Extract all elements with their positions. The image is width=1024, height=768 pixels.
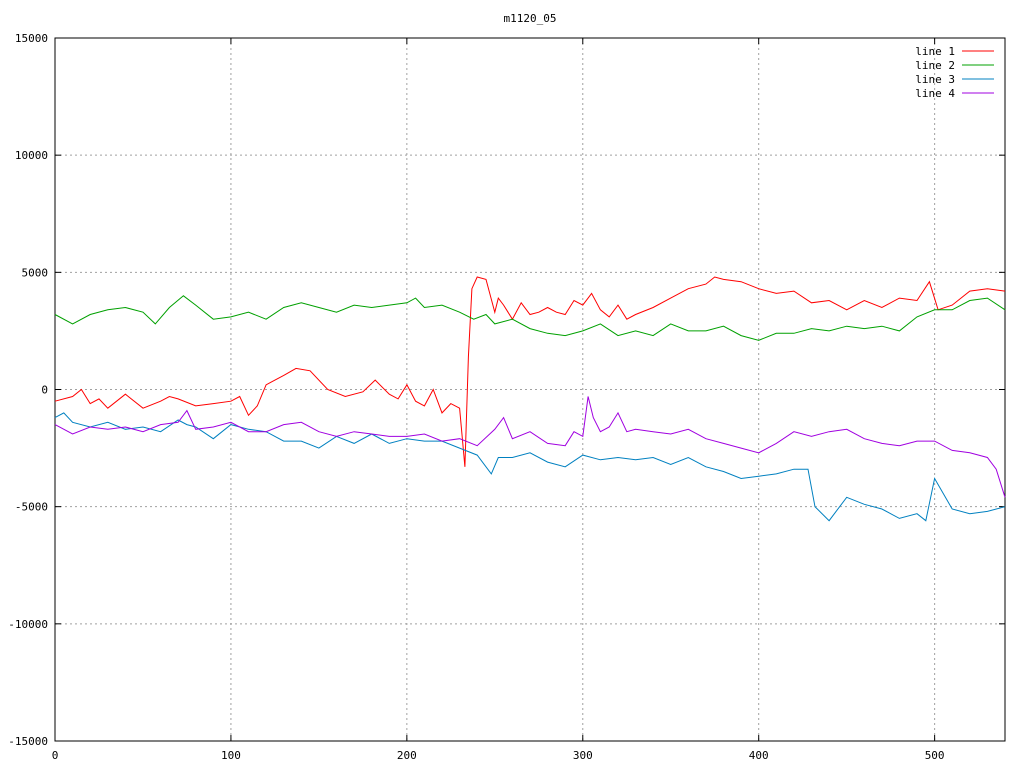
- chart-title: m1120_05: [504, 12, 557, 25]
- y-tick-label: -15000: [8, 735, 48, 748]
- series-line-1: [54, 276, 1006, 467]
- y-tick-label: 0: [41, 384, 48, 397]
- legend-label: line 4: [915, 87, 955, 100]
- axes: 0 100 200 300 400 500 -15000 -10000 -5000 0 5000 10…: [8, 32, 1006, 762]
- y-tick-label: 10000: [15, 149, 48, 162]
- series-line-4: [54, 396, 1006, 498]
- y-tick-label: -5000: [15, 501, 48, 514]
- legend-label: line 2: [915, 59, 955, 72]
- y-tick-label: 15000: [15, 32, 48, 45]
- legend-label: line 3: [915, 73, 955, 86]
- y-tick-label: 5000: [22, 266, 49, 279]
- series-line-2: [54, 295, 1006, 341]
- x-tick-label: 100: [221, 749, 241, 762]
- x-tick-label: 400: [749, 749, 769, 762]
- series-group: [54, 276, 1006, 522]
- x-tick-label: 500: [925, 749, 945, 762]
- grid: [55, 38, 1005, 741]
- x-tick-label: 200: [397, 749, 417, 762]
- x-tick-label: 0: [52, 749, 59, 762]
- x-tick-label: 300: [573, 749, 593, 762]
- y-tick-label: -10000: [8, 618, 48, 631]
- legend-label: line 1: [915, 45, 955, 58]
